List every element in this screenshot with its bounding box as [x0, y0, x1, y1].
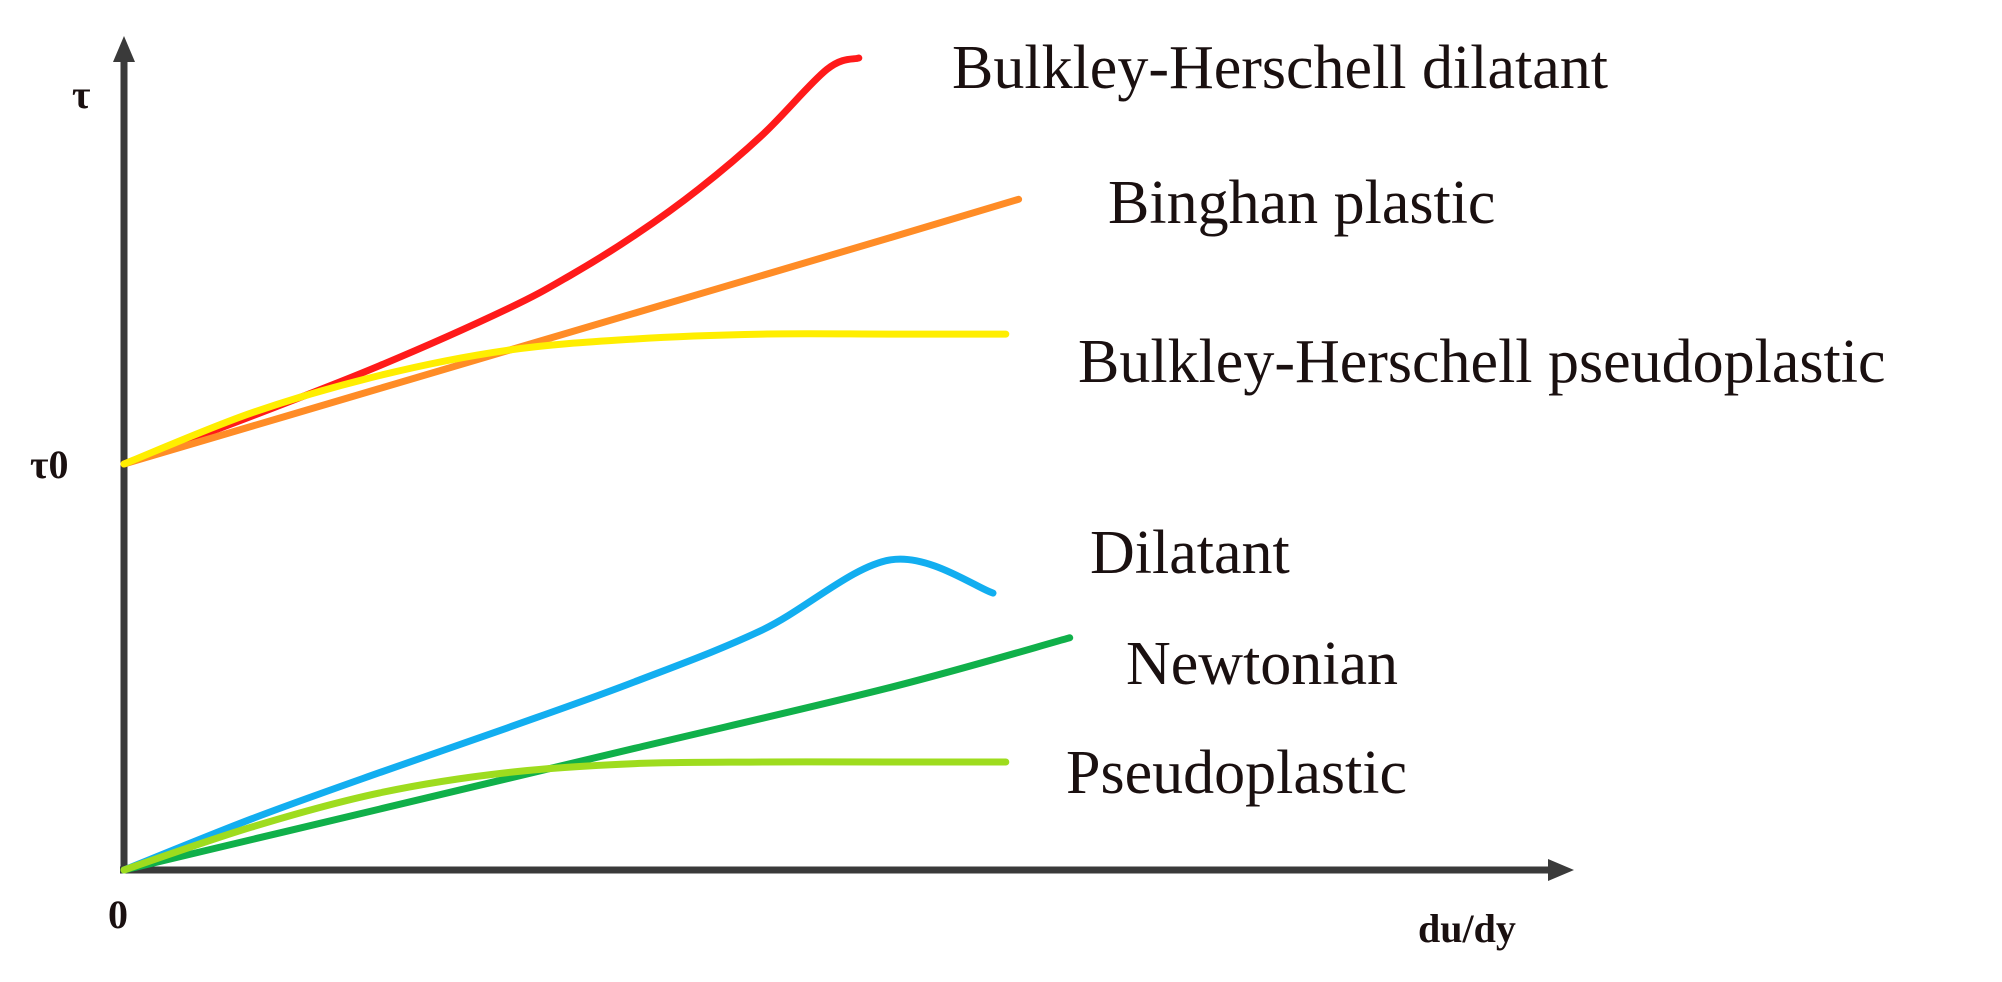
- series-label-pseudoplastic: Pseudoplastic: [1066, 739, 1407, 807]
- x-axis-label: du/dy: [1418, 906, 1516, 951]
- series-line-bulkley-herschell-dilatant: [120, 54, 863, 468]
- series-line-pseudoplastic: [120, 758, 1010, 874]
- y-axis-arrow-icon: [113, 36, 135, 62]
- y-tick-label-tau0: τ0: [30, 442, 68, 487]
- series-line-bulkley-herschell-pseudoplastic: [120, 330, 1010, 468]
- series-label-bh-pseudoplastic: Bulkley-Herschell pseudoplastic: [1078, 328, 1886, 396]
- series-label-bh-dilatant: Bulkley-Herschell dilatant: [952, 34, 1608, 102]
- x-axis-arrow-icon: [1548, 859, 1574, 881]
- x-tick-label-origin: 0: [108, 892, 128, 937]
- series-labels: Bulkley-Herschell dilatant Binghan plast…: [952, 34, 1886, 807]
- series-label-bingham-plastic: Binghan plastic: [1108, 169, 1495, 237]
- series-line-newtonian: [120, 634, 1074, 874]
- series-line-dilatant: [120, 555, 997, 874]
- series-label-dilatant: Dilatant: [1090, 519, 1290, 587]
- series-line-binghan-plastic: [120, 195, 1023, 468]
- series-label-newtonian: Newtonian: [1126, 630, 1398, 698]
- y-axis-label: τ: [72, 72, 90, 117]
- series-lines: [120, 54, 1074, 874]
